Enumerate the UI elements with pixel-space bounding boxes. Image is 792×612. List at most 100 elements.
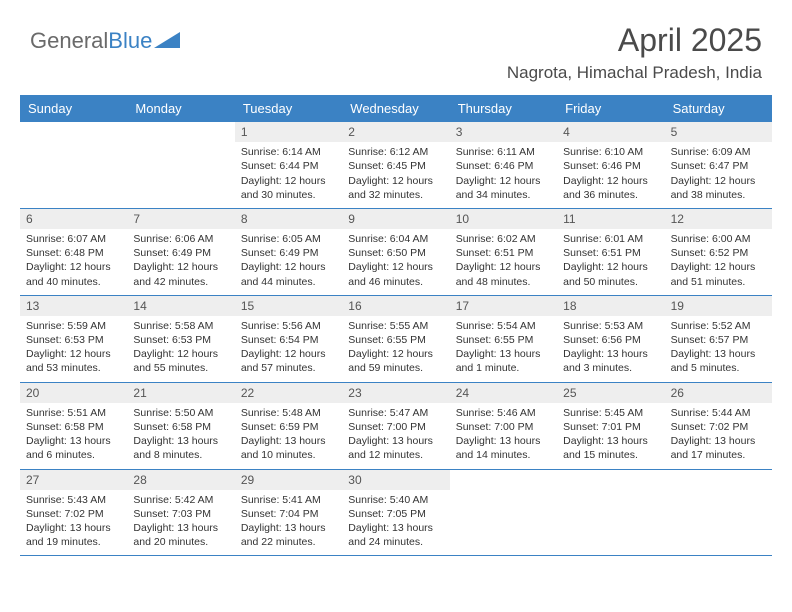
day-number: 2 bbox=[342, 122, 449, 142]
empty-cell bbox=[20, 122, 127, 208]
day-body: Sunrise: 5:40 AMSunset: 7:05 PMDaylight:… bbox=[342, 490, 449, 556]
day-number: 3 bbox=[450, 122, 557, 142]
daylight-text: Daylight: 13 hours and 8 minutes. bbox=[133, 434, 228, 462]
sunrise-text: Sunrise: 6:04 AM bbox=[348, 232, 443, 246]
sunset-text: Sunset: 6:59 PM bbox=[241, 420, 336, 434]
sunrise-text: Sunrise: 5:44 AM bbox=[671, 406, 766, 420]
day-cell: 12Sunrise: 6:00 AMSunset: 6:52 PMDayligh… bbox=[665, 209, 772, 295]
day-body: Sunrise: 6:10 AMSunset: 6:46 PMDaylight:… bbox=[557, 142, 664, 208]
sunset-text: Sunset: 7:00 PM bbox=[348, 420, 443, 434]
sunrise-text: Sunrise: 5:52 AM bbox=[671, 319, 766, 333]
day-cell: 10Sunrise: 6:02 AMSunset: 6:51 PMDayligh… bbox=[450, 209, 557, 295]
sunrise-text: Sunrise: 6:10 AM bbox=[563, 145, 658, 159]
sunset-text: Sunset: 6:56 PM bbox=[563, 333, 658, 347]
day-cell: 6Sunrise: 6:07 AMSunset: 6:48 PMDaylight… bbox=[20, 209, 127, 295]
day-body: Sunrise: 6:06 AMSunset: 6:49 PMDaylight:… bbox=[127, 229, 234, 295]
day-cell: 23Sunrise: 5:47 AMSunset: 7:00 PMDayligh… bbox=[342, 383, 449, 469]
sunrise-text: Sunrise: 6:00 AM bbox=[671, 232, 766, 246]
sunset-text: Sunset: 7:03 PM bbox=[133, 507, 228, 521]
daylight-text: Daylight: 13 hours and 10 minutes. bbox=[241, 434, 336, 462]
sunrise-text: Sunrise: 6:05 AM bbox=[241, 232, 336, 246]
day-number: 25 bbox=[557, 383, 664, 403]
day-number: 19 bbox=[665, 296, 772, 316]
day-number: 24 bbox=[450, 383, 557, 403]
day-cell: 15Sunrise: 5:56 AMSunset: 6:54 PMDayligh… bbox=[235, 296, 342, 382]
day-number: 27 bbox=[20, 470, 127, 490]
day-body: Sunrise: 6:02 AMSunset: 6:51 PMDaylight:… bbox=[450, 229, 557, 295]
day-cell: 18Sunrise: 5:53 AMSunset: 6:56 PMDayligh… bbox=[557, 296, 664, 382]
day-cell: 9Sunrise: 6:04 AMSunset: 6:50 PMDaylight… bbox=[342, 209, 449, 295]
sunrise-text: Sunrise: 6:02 AM bbox=[456, 232, 551, 246]
day-number: 22 bbox=[235, 383, 342, 403]
sunrise-text: Sunrise: 6:06 AM bbox=[133, 232, 228, 246]
day-number: 20 bbox=[20, 383, 127, 403]
sunrise-text: Sunrise: 5:41 AM bbox=[241, 493, 336, 507]
day-body: Sunrise: 5:56 AMSunset: 6:54 PMDaylight:… bbox=[235, 316, 342, 382]
daylight-text: Daylight: 12 hours and 57 minutes. bbox=[241, 347, 336, 375]
sunset-text: Sunset: 6:51 PM bbox=[563, 246, 658, 260]
day-cell: 14Sunrise: 5:58 AMSunset: 6:53 PMDayligh… bbox=[127, 296, 234, 382]
day-body: Sunrise: 5:42 AMSunset: 7:03 PMDaylight:… bbox=[127, 490, 234, 556]
sunset-text: Sunset: 7:02 PM bbox=[671, 420, 766, 434]
daylight-text: Daylight: 12 hours and 32 minutes. bbox=[348, 174, 443, 202]
sunset-text: Sunset: 6:46 PM bbox=[563, 159, 658, 173]
sunset-text: Sunset: 6:58 PM bbox=[133, 420, 228, 434]
sunset-text: Sunset: 7:05 PM bbox=[348, 507, 443, 521]
daylight-text: Daylight: 13 hours and 22 minutes. bbox=[241, 521, 336, 549]
sunset-text: Sunset: 6:55 PM bbox=[456, 333, 551, 347]
sunset-text: Sunset: 6:51 PM bbox=[456, 246, 551, 260]
sunset-text: Sunset: 6:46 PM bbox=[456, 159, 551, 173]
day-body: Sunrise: 5:51 AMSunset: 6:58 PMDaylight:… bbox=[20, 403, 127, 469]
day-cell: 30Sunrise: 5:40 AMSunset: 7:05 PMDayligh… bbox=[342, 470, 449, 556]
day-number: 29 bbox=[235, 470, 342, 490]
day-cell: 20Sunrise: 5:51 AMSunset: 6:58 PMDayligh… bbox=[20, 383, 127, 469]
day-cell: 5Sunrise: 6:09 AMSunset: 6:47 PMDaylight… bbox=[665, 122, 772, 208]
sunset-text: Sunset: 6:55 PM bbox=[348, 333, 443, 347]
daylight-text: Daylight: 12 hours and 38 minutes. bbox=[671, 174, 766, 202]
week-row: 13Sunrise: 5:59 AMSunset: 6:53 PMDayligh… bbox=[20, 296, 772, 383]
sunrise-text: Sunrise: 5:42 AM bbox=[133, 493, 228, 507]
week-row: 1Sunrise: 6:14 AMSunset: 6:44 PMDaylight… bbox=[20, 122, 772, 209]
logo-part2: Blue bbox=[108, 28, 152, 53]
day-number: 13 bbox=[20, 296, 127, 316]
daylight-text: Daylight: 13 hours and 1 minute. bbox=[456, 347, 551, 375]
day-body: Sunrise: 6:14 AMSunset: 6:44 PMDaylight:… bbox=[235, 142, 342, 208]
sunrise-text: Sunrise: 5:46 AM bbox=[456, 406, 551, 420]
dayname-sun: Sunday bbox=[20, 95, 127, 122]
sunrise-text: Sunrise: 6:01 AM bbox=[563, 232, 658, 246]
day-number: 23 bbox=[342, 383, 449, 403]
empty-cell bbox=[557, 470, 664, 556]
sunset-text: Sunset: 6:49 PM bbox=[241, 246, 336, 260]
daylight-text: Daylight: 13 hours and 19 minutes. bbox=[26, 521, 121, 549]
day-number: 12 bbox=[665, 209, 772, 229]
sunrise-text: Sunrise: 6:09 AM bbox=[671, 145, 766, 159]
daylight-text: Daylight: 12 hours and 30 minutes. bbox=[241, 174, 336, 202]
day-body: Sunrise: 5:44 AMSunset: 7:02 PMDaylight:… bbox=[665, 403, 772, 469]
location: Nagrota, Himachal Pradesh, India bbox=[507, 63, 762, 83]
day-body: Sunrise: 5:41 AMSunset: 7:04 PMDaylight:… bbox=[235, 490, 342, 556]
empty-cell bbox=[665, 470, 772, 556]
day-number: 18 bbox=[557, 296, 664, 316]
daylight-text: Daylight: 12 hours and 59 minutes. bbox=[348, 347, 443, 375]
week-row: 20Sunrise: 5:51 AMSunset: 6:58 PMDayligh… bbox=[20, 383, 772, 470]
daylight-text: Daylight: 13 hours and 5 minutes. bbox=[671, 347, 766, 375]
day-number: 26 bbox=[665, 383, 772, 403]
sunrise-text: Sunrise: 5:43 AM bbox=[26, 493, 121, 507]
daylight-text: Daylight: 12 hours and 40 minutes. bbox=[26, 260, 121, 288]
day-number: 11 bbox=[557, 209, 664, 229]
day-number: 28 bbox=[127, 470, 234, 490]
sunset-text: Sunset: 6:53 PM bbox=[133, 333, 228, 347]
day-body: Sunrise: 5:54 AMSunset: 6:55 PMDaylight:… bbox=[450, 316, 557, 382]
week-row: 6Sunrise: 6:07 AMSunset: 6:48 PMDaylight… bbox=[20, 209, 772, 296]
sunset-text: Sunset: 6:58 PM bbox=[26, 420, 121, 434]
sunset-text: Sunset: 6:48 PM bbox=[26, 246, 121, 260]
sunrise-text: Sunrise: 6:14 AM bbox=[241, 145, 336, 159]
day-body: Sunrise: 5:50 AMSunset: 6:58 PMDaylight:… bbox=[127, 403, 234, 469]
day-number: 14 bbox=[127, 296, 234, 316]
day-body: Sunrise: 5:55 AMSunset: 6:55 PMDaylight:… bbox=[342, 316, 449, 382]
day-cell: 13Sunrise: 5:59 AMSunset: 6:53 PMDayligh… bbox=[20, 296, 127, 382]
day-body: Sunrise: 6:04 AMSunset: 6:50 PMDaylight:… bbox=[342, 229, 449, 295]
day-body: Sunrise: 6:12 AMSunset: 6:45 PMDaylight:… bbox=[342, 142, 449, 208]
sunset-text: Sunset: 7:02 PM bbox=[26, 507, 121, 521]
sunrise-text: Sunrise: 5:53 AM bbox=[563, 319, 658, 333]
